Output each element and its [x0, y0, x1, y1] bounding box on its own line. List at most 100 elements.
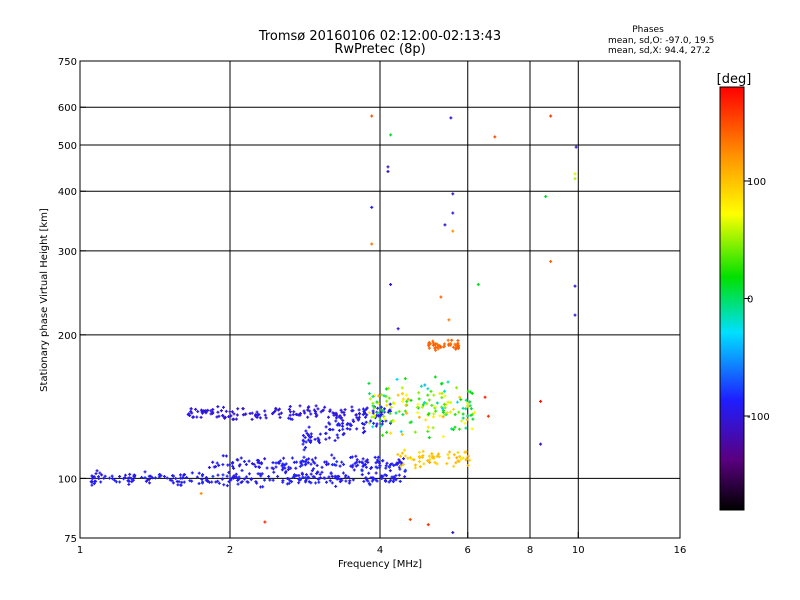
- data-point: [277, 461, 281, 465]
- data-point: [197, 471, 201, 475]
- data-point: [196, 410, 200, 414]
- data-point: [242, 460, 246, 464]
- data-point: [271, 478, 275, 482]
- data-point: [466, 463, 470, 467]
- data-point: [361, 464, 365, 468]
- data-point: [204, 478, 208, 482]
- data-point: [256, 461, 260, 465]
- data-point: [91, 475, 95, 479]
- data-point: [333, 439, 337, 443]
- data-point: [270, 466, 274, 470]
- data-point: [114, 480, 118, 484]
- data-point: [127, 482, 131, 486]
- data-point: [232, 417, 236, 421]
- data-point: [436, 347, 440, 351]
- data-point: [381, 459, 385, 463]
- data-point: [433, 460, 437, 464]
- data-point: [394, 474, 398, 478]
- data-point: [451, 192, 455, 196]
- data-point: [370, 415, 374, 419]
- data-point: [311, 475, 315, 479]
- data-point: [465, 418, 469, 422]
- data-point: [441, 434, 445, 438]
- data-point: [234, 472, 238, 476]
- data-point: [347, 481, 351, 485]
- data-point: [361, 457, 365, 461]
- data-point: [573, 177, 577, 181]
- data-point: [316, 477, 320, 481]
- data-point: [340, 410, 344, 414]
- data-point: [405, 411, 409, 415]
- data-point: [332, 412, 336, 416]
- data-point: [298, 478, 302, 482]
- data-point: [372, 421, 376, 425]
- data-point: [302, 409, 306, 413]
- data-point: [403, 468, 407, 472]
- data-point: [244, 475, 248, 479]
- data-point: [349, 464, 353, 468]
- x-axis-ticks: 1 2 4 6 8 10 16: [77, 532, 686, 556]
- data-point: [287, 481, 291, 485]
- data-point: [211, 474, 215, 478]
- data-point: [171, 481, 175, 485]
- data-point: [356, 418, 360, 422]
- data-point: [405, 399, 409, 403]
- data-point: [217, 481, 221, 485]
- data-point: [426, 425, 430, 429]
- y-axis-ticks: 75 100 200 300 400 500 600 750: [58, 57, 86, 545]
- data-point: [257, 465, 261, 469]
- data-point: [258, 416, 262, 420]
- data-point: [450, 338, 454, 342]
- data-point: [290, 456, 294, 460]
- data-point: [352, 468, 356, 472]
- data-point: [277, 412, 281, 416]
- data-point: [362, 479, 366, 483]
- data-point: [346, 422, 350, 426]
- data-point: [348, 427, 352, 431]
- data-point: [308, 409, 312, 413]
- data-point: [177, 480, 181, 484]
- data-point: [421, 449, 425, 453]
- data-point: [463, 421, 467, 425]
- data-point: [452, 407, 456, 411]
- data-point: [341, 421, 345, 425]
- data-point: [435, 401, 439, 405]
- data-point: [225, 484, 229, 488]
- data-point: [259, 474, 263, 478]
- data-point: [334, 484, 338, 488]
- data-point: [318, 432, 322, 436]
- data-point: [231, 461, 235, 465]
- data-point: [346, 475, 350, 479]
- data-point: [280, 464, 284, 468]
- data-point: [207, 466, 211, 470]
- data-point: [338, 480, 342, 484]
- data-point: [303, 476, 307, 480]
- data-point: [417, 391, 421, 395]
- y-tick-label: 600: [58, 103, 77, 114]
- data-point: [363, 408, 367, 412]
- data-point: [323, 460, 327, 464]
- data-point: [263, 457, 267, 461]
- data-point: [241, 407, 245, 411]
- data-point: [433, 375, 437, 379]
- data-point: [380, 412, 384, 416]
- data-point: [398, 479, 402, 483]
- data-point: [539, 442, 543, 446]
- data-point: [221, 405, 225, 409]
- data-point: [400, 451, 404, 455]
- data-point: [158, 472, 162, 476]
- data-point: [441, 415, 445, 419]
- data-point: [97, 477, 101, 481]
- data-point: [369, 476, 373, 480]
- data-point: [376, 414, 380, 418]
- data-point: [290, 480, 294, 484]
- data-point: [426, 459, 430, 463]
- data-point: [392, 475, 396, 479]
- data-point: [220, 477, 224, 481]
- data-point: [350, 405, 354, 409]
- data-point: [372, 406, 376, 410]
- data-point: [470, 391, 474, 395]
- colorbar-tick-label: -100: [747, 412, 770, 423]
- data-point: [243, 412, 247, 416]
- data-point: [140, 475, 144, 479]
